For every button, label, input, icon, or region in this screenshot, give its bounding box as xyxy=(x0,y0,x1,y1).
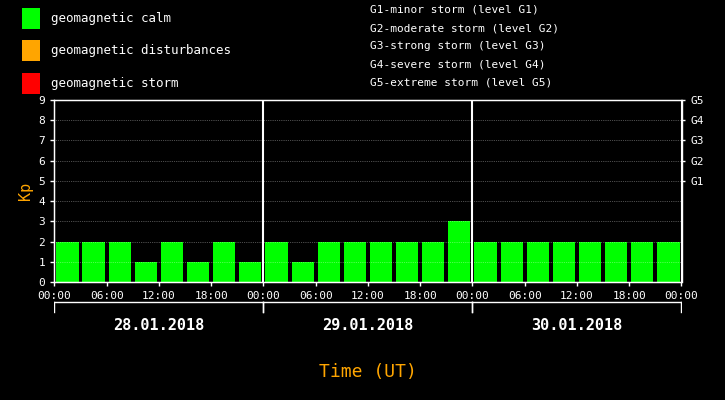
Text: G2-moderate storm (level G2): G2-moderate storm (level G2) xyxy=(370,23,559,33)
Bar xyxy=(161,242,183,282)
Bar xyxy=(448,221,471,282)
Bar xyxy=(605,242,627,282)
Bar xyxy=(135,262,157,282)
Bar xyxy=(265,242,288,282)
Bar xyxy=(291,262,314,282)
Bar xyxy=(422,242,444,282)
Text: geomagnetic calm: geomagnetic calm xyxy=(51,12,171,25)
Text: 28.01.2018: 28.01.2018 xyxy=(113,318,204,334)
Bar xyxy=(318,242,340,282)
Bar xyxy=(396,242,418,282)
Bar xyxy=(526,242,549,282)
Text: geomagnetic storm: geomagnetic storm xyxy=(51,77,178,90)
Text: G4-severe storm (level G4): G4-severe storm (level G4) xyxy=(370,60,545,70)
Bar xyxy=(109,242,130,282)
Bar xyxy=(22,40,40,62)
Bar xyxy=(474,242,497,282)
Text: G3-strong storm (level G3): G3-strong storm (level G3) xyxy=(370,41,545,51)
Bar xyxy=(187,262,210,282)
Bar xyxy=(22,8,40,29)
Text: 29.01.2018: 29.01.2018 xyxy=(323,318,413,334)
Bar xyxy=(239,262,262,282)
Bar xyxy=(57,242,78,282)
Bar xyxy=(579,242,601,282)
Text: geomagnetic disturbances: geomagnetic disturbances xyxy=(51,44,231,57)
Bar xyxy=(22,73,40,94)
Bar xyxy=(552,242,575,282)
Text: Time (UT): Time (UT) xyxy=(319,363,417,381)
Text: G1-minor storm (level G1): G1-minor storm (level G1) xyxy=(370,5,539,15)
Bar xyxy=(500,242,523,282)
Bar xyxy=(213,242,236,282)
Y-axis label: Kp: Kp xyxy=(18,182,33,200)
Text: G5-extreme storm (level G5): G5-extreme storm (level G5) xyxy=(370,78,552,88)
Bar xyxy=(83,242,104,282)
Bar xyxy=(370,242,392,282)
Bar xyxy=(658,242,679,282)
Bar xyxy=(631,242,653,282)
Bar xyxy=(344,242,366,282)
Text: 30.01.2018: 30.01.2018 xyxy=(531,318,623,334)
